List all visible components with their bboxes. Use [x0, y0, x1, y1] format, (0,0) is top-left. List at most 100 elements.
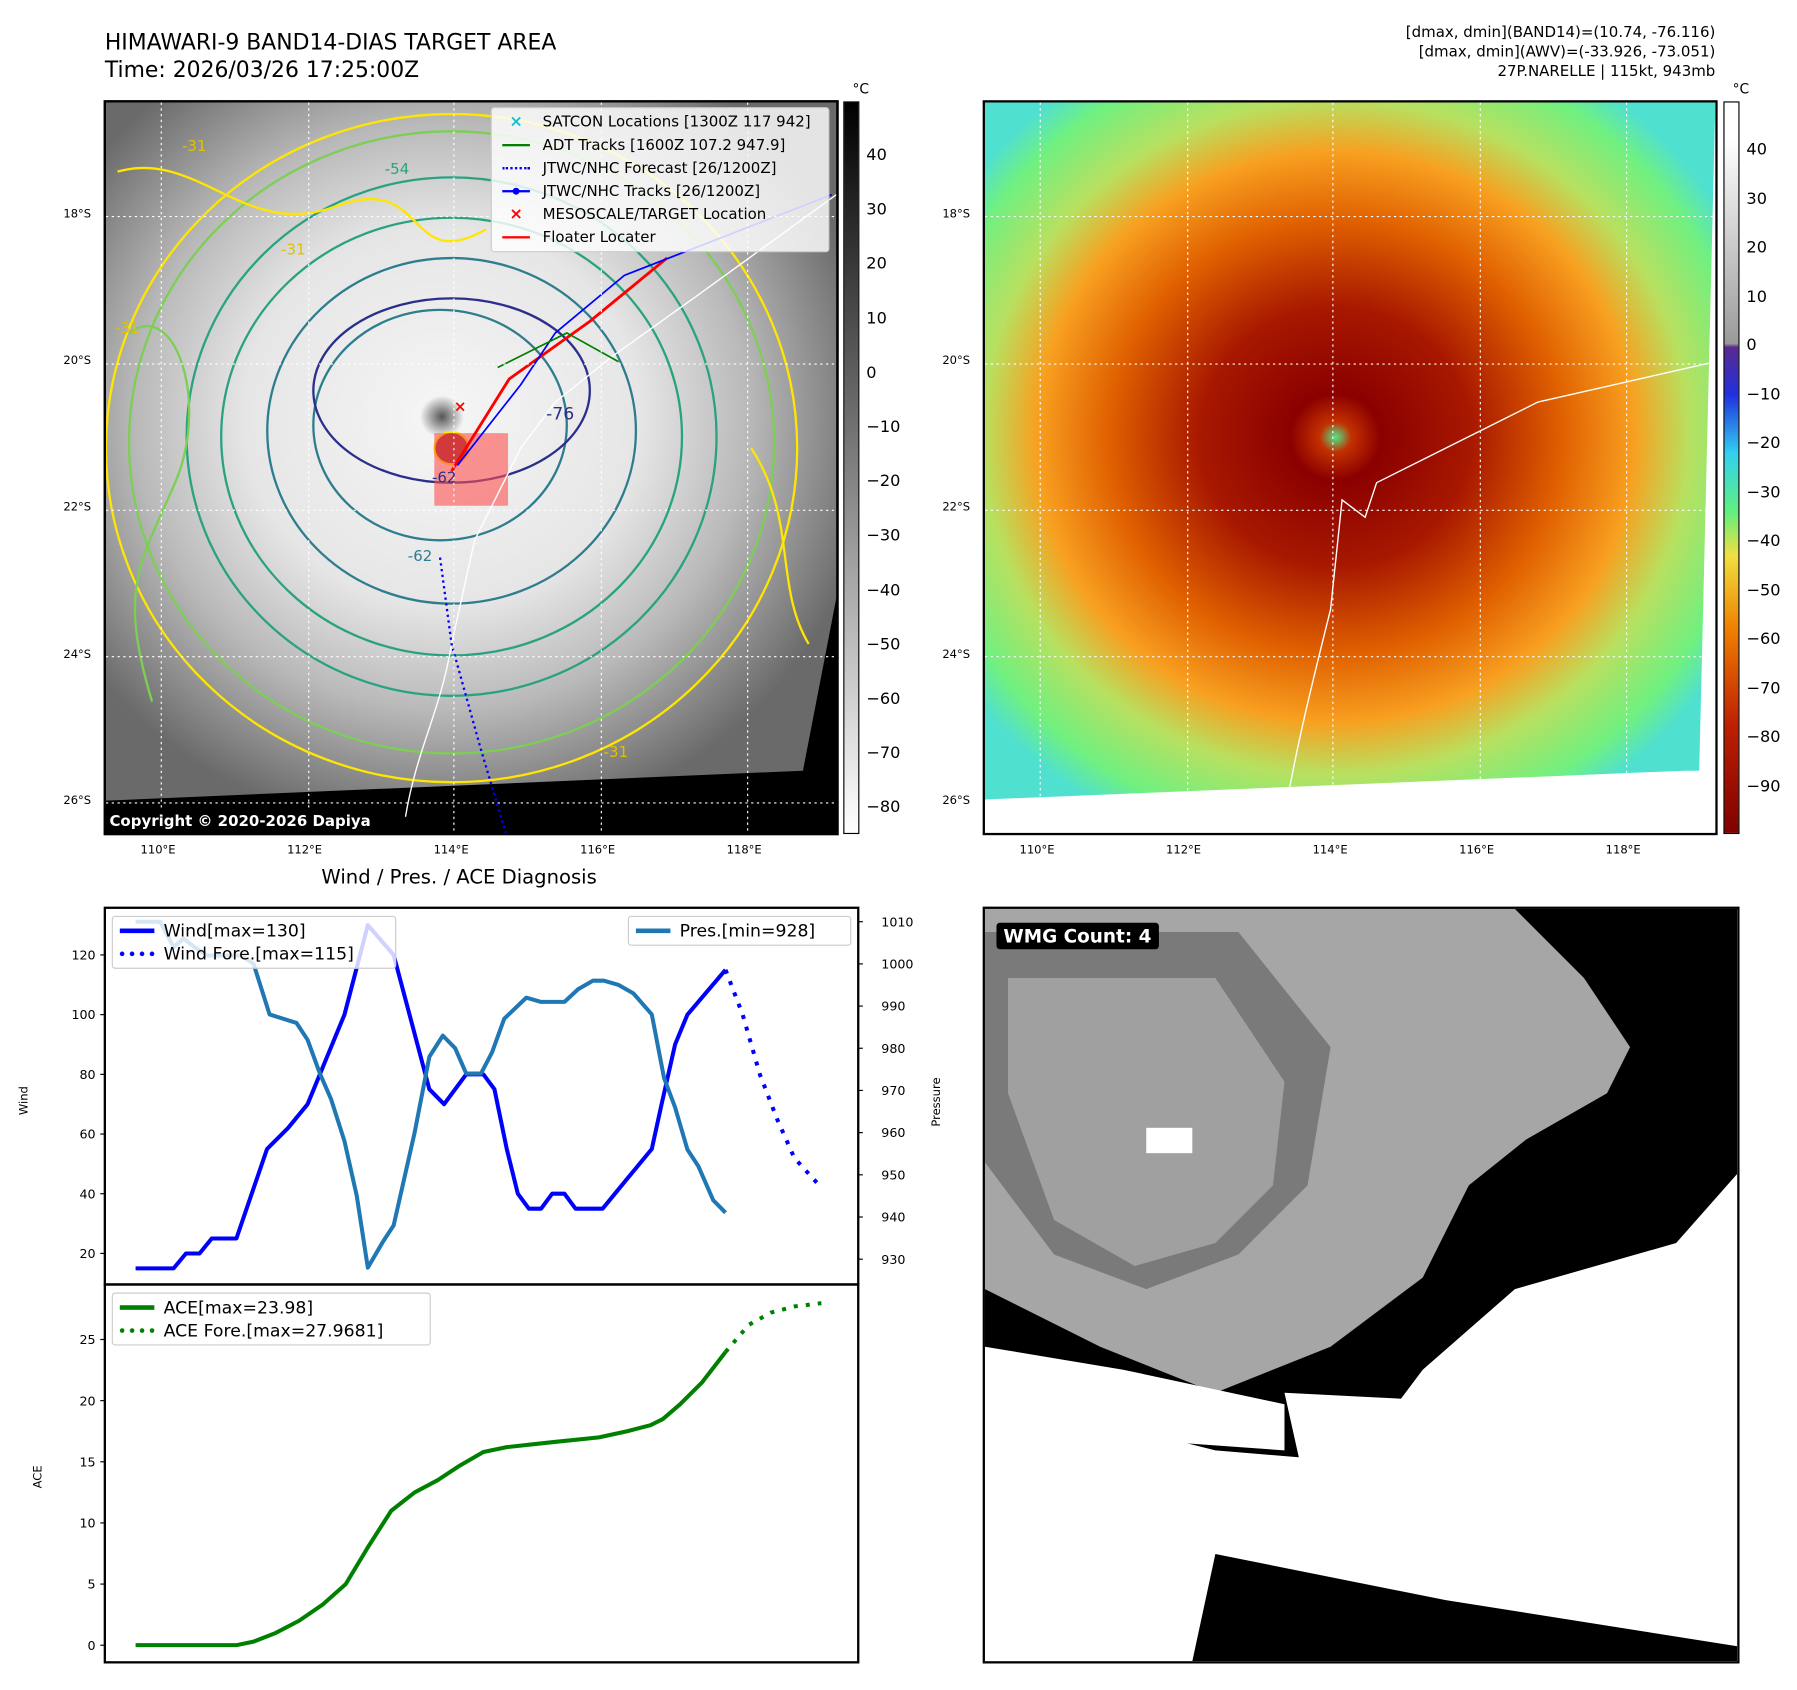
- contour-label: -31: [115, 319, 139, 337]
- colorbar-tick: 0: [1746, 336, 1757, 355]
- colorbar-tick: 30: [1746, 189, 1767, 208]
- series-line-ace-fore-: [723, 1301, 822, 1354]
- ace-axis-label: ACE: [32, 1465, 45, 1489]
- colorbar-tick: −10: [866, 418, 901, 437]
- series-line-pres-: [135, 919, 727, 1270]
- ace-legend: ACE[max=23.98] ACE Fore.[max=27.9681]: [111, 1292, 431, 1346]
- target-area-box: [434, 433, 509, 506]
- colorbar-tick: −90: [1746, 777, 1781, 796]
- x-marker-icon: ×: [509, 205, 523, 224]
- series-line-wind-fore-: [723, 969, 823, 1190]
- wind-axis-label: Wind: [18, 1086, 32, 1116]
- latitude-label: 22°S: [942, 501, 971, 515]
- floater-track: [450, 256, 668, 472]
- y-tick-label: 10: [80, 1516, 96, 1531]
- latitude-label: 20°S: [63, 355, 92, 368]
- contour-label: -62: [432, 469, 456, 487]
- y-tick-label: 120: [71, 948, 95, 963]
- y2-tick-label: 1010: [881, 914, 913, 929]
- latitude-label: 18°S: [942, 208, 971, 222]
- wmg-count-label: WMG Count: 4: [996, 922, 1159, 950]
- colorbar-tick: −70: [1746, 679, 1781, 698]
- awv-colorbar: [1723, 101, 1740, 835]
- y-tick-label: 5: [88, 1577, 96, 1592]
- y-tick-label: 40: [80, 1186, 96, 1201]
- legend-entry: ACE Fore.[max=27.9681]: [113, 1319, 430, 1342]
- info-awv: [dmax, dmin](AWV)=(-33.926, -73.051): [1418, 43, 1716, 62]
- legend-label: Pres.[min=928]: [679, 920, 816, 942]
- y-tick-label: 80: [80, 1067, 96, 1082]
- colorbar-tick: 10: [1746, 287, 1767, 306]
- longitude-label: 114°E: [1312, 844, 1348, 858]
- dotted-line-icon: [499, 167, 534, 170]
- colorbar-tick: −20: [866, 472, 901, 491]
- longitude-label: 110°E: [1019, 844, 1055, 858]
- series-line-ace: [135, 1350, 728, 1648]
- legend-entry: × SATCON Locations [1300Z 117 942]: [492, 111, 828, 134]
- latitude-label: 26°S: [942, 794, 971, 808]
- legend-label: ADT Tracks [1600Z 107.2 947.9]: [542, 136, 786, 154]
- latitude-label: 26°S: [63, 794, 92, 808]
- x-marker-icon: ×: [509, 112, 523, 132]
- solid-line-icon: [635, 928, 671, 934]
- dotted-line-icon: [119, 951, 155, 957]
- legend-label: ACE[max=23.98]: [163, 1297, 314, 1318]
- solid-line-icon: [119, 1305, 155, 1310]
- legend-entry: ACE[max=23.98]: [113, 1296, 430, 1319]
- wind-legend: Wind[max=130] Wind Fore.[max=115]: [111, 915, 397, 969]
- longitude-label: 112°E: [287, 844, 323, 858]
- wmg-panel: WMG Count: 4: [982, 906, 1740, 1664]
- contour-label: -76: [546, 404, 574, 424]
- latitude-label: 18°S: [63, 208, 92, 222]
- y-tick-label: 0: [88, 1638, 96, 1653]
- y-tick-label: 100: [71, 1007, 95, 1022]
- colorbar-tick: −80: [866, 798, 901, 818]
- coastline: [404, 194, 837, 817]
- y2-tick-label: 950: [881, 1167, 905, 1182]
- chart-title: Wind / Pres. / ACE Diagnosis: [321, 866, 597, 890]
- contour-label: -62: [408, 547, 432, 565]
- info-storm: 27P.NARELLE | 115kt, 943mb: [1497, 63, 1716, 81]
- figure-time: Time: 2026/03/26 17:25:00Z: [104, 57, 420, 83]
- legend-entry: JTWC/NHC Tracks [26/1200Z]: [492, 180, 828, 203]
- map-legend: × SATCON Locations [1300Z 117 942] ADT Tra…: [490, 107, 830, 253]
- colorbar-tick: −30: [866, 526, 901, 546]
- contour-label: -31: [604, 743, 628, 761]
- y2-tick-label: 960: [881, 1125, 905, 1140]
- awv-imagery: [984, 102, 1716, 800]
- contour-label: -31: [281, 241, 305, 259]
- longitude-label: 116°E: [580, 844, 616, 858]
- y2-tick-label: 980: [881, 1041, 905, 1056]
- legend-label: MESOSCALE/TARGET Location: [542, 205, 767, 223]
- latitude-label: 22°S: [63, 501, 92, 515]
- legend-entry: Wind[max=130]: [113, 919, 395, 942]
- colorbar-tick: −30: [1746, 483, 1781, 502]
- colorbar-tick: −20: [1746, 434, 1781, 453]
- legend-label: JTWC/NHC Forecast [26/1200Z]: [542, 159, 777, 177]
- longitude-label: 114°E: [433, 844, 469, 858]
- longitude-label: 116°E: [1459, 844, 1495, 858]
- y2-tick-label: 970: [881, 1083, 905, 1098]
- colorbar-tick: −60: [1746, 630, 1781, 649]
- contour-label: -31: [182, 137, 206, 155]
- colorbar-tick: −10: [1746, 385, 1781, 404]
- legend-label: Floater Locater: [542, 228, 656, 246]
- y-tick-label: 15: [80, 1454, 96, 1469]
- colorbar-tick: −50: [1746, 581, 1781, 600]
- colorbar-unit: °C: [852, 80, 870, 97]
- colorbar-tick: −70: [866, 744, 901, 763]
- legend-label: ACE Fore.[max=27.9681]: [163, 1320, 384, 1341]
- legend-entry: ADT Tracks [1600Z 107.2 947.9]: [492, 134, 828, 157]
- coastline: [1283, 361, 1716, 817]
- legend-entry: Wind Fore.[max=115]: [113, 942, 395, 965]
- legend-entry: Floater Locater: [492, 226, 828, 249]
- colorbar-tick: 0: [866, 363, 877, 383]
- colorbar-tick: −80: [1746, 728, 1781, 747]
- band14-map: × -31 -54 -31 -31 -76 -62 -62 -31 Copyri…: [103, 100, 839, 836]
- y-tick-label: 25: [80, 1332, 96, 1347]
- legend-label: SATCON Locations [1300Z 117 942]: [542, 113, 811, 131]
- band14-colorbar: [843, 101, 860, 835]
- colorbar-tick: −60: [866, 690, 901, 709]
- longitude-label: 110°E: [140, 844, 176, 858]
